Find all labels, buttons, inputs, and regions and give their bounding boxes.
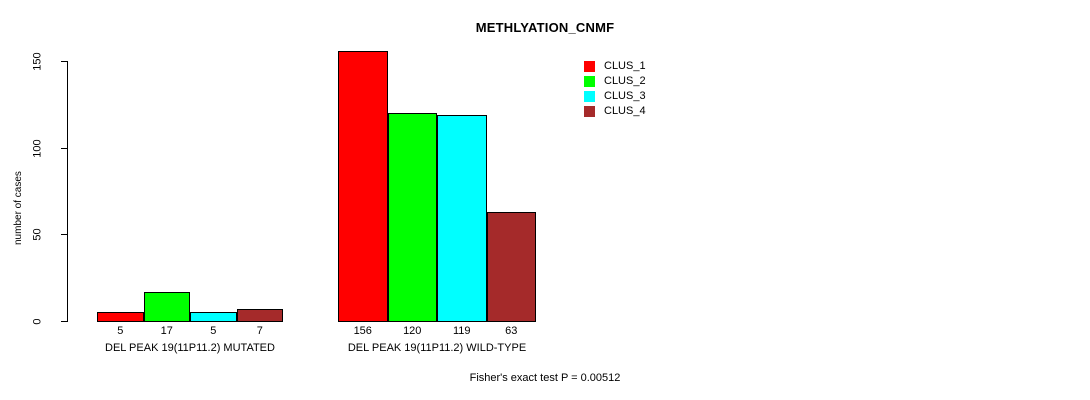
legend-item: CLUS_4	[584, 104, 704, 119]
bar-value-label: 120	[403, 325, 422, 337]
y-axis-tick-mark	[61, 234, 68, 236]
bar-value-label: 5	[117, 325, 124, 337]
legend-item-label: CLUS_2	[604, 75, 646, 87]
legend-color-swatch	[584, 76, 595, 87]
bar	[236, 308, 283, 322]
y-axis-tick-label: 150	[31, 52, 44, 71]
y-axis-line	[67, 61, 68, 322]
legend-item: CLUS_1	[584, 59, 704, 74]
y-axis-tick-label: 100	[31, 138, 44, 158]
bar-value-label: 17	[160, 325, 173, 337]
chart-title: METHLYATION_CNMF	[475, 20, 615, 35]
bar	[338, 50, 388, 322]
bar	[143, 291, 190, 322]
bar-value-label: 5	[210, 325, 217, 337]
bar	[437, 114, 487, 322]
legend-item-label: CLUS_4	[604, 105, 646, 117]
bar-value-label: 7	[256, 325, 263, 337]
group-axis-label: DEL PEAK 19(11P11.2) MUTATED	[105, 342, 275, 354]
bar-value-label: 156	[353, 325, 372, 337]
y-axis-tick-mark	[61, 147, 68, 149]
y-axis-title: number of cases	[13, 171, 24, 245]
y-axis-tick-mark	[61, 61, 68, 62]
legend-color-swatch	[584, 91, 595, 102]
group-axis-label: DEL PEAK 19(11P11.2) WILD-TYPE	[347, 342, 527, 354]
bar	[486, 211, 536, 322]
legend-item: CLUS_2	[584, 74, 704, 89]
legend-color-swatch	[584, 106, 595, 117]
chart-legend: CLUS_1 CLUS_2 CLUS_3 CLUS_4	[584, 59, 704, 119]
bar-value-label: 119	[452, 325, 471, 337]
bar	[97, 312, 144, 322]
y-axis-tick-label: 0	[31, 318, 44, 325]
bar	[387, 113, 437, 322]
y-axis-tick-label: 50	[31, 228, 44, 241]
bar-value-label: 63	[505, 325, 518, 337]
y-axis-tick-mark	[61, 321, 68, 322]
legend-item-label: CLUS_1	[604, 60, 646, 72]
legend-color-swatch	[584, 61, 595, 72]
footer-annotation: Fisher's exact test P = 0.00512	[469, 372, 621, 384]
bar	[190, 312, 237, 322]
legend-item: CLUS_3	[584, 89, 704, 104]
legend-item-label: CLUS_3	[604, 90, 646, 102]
